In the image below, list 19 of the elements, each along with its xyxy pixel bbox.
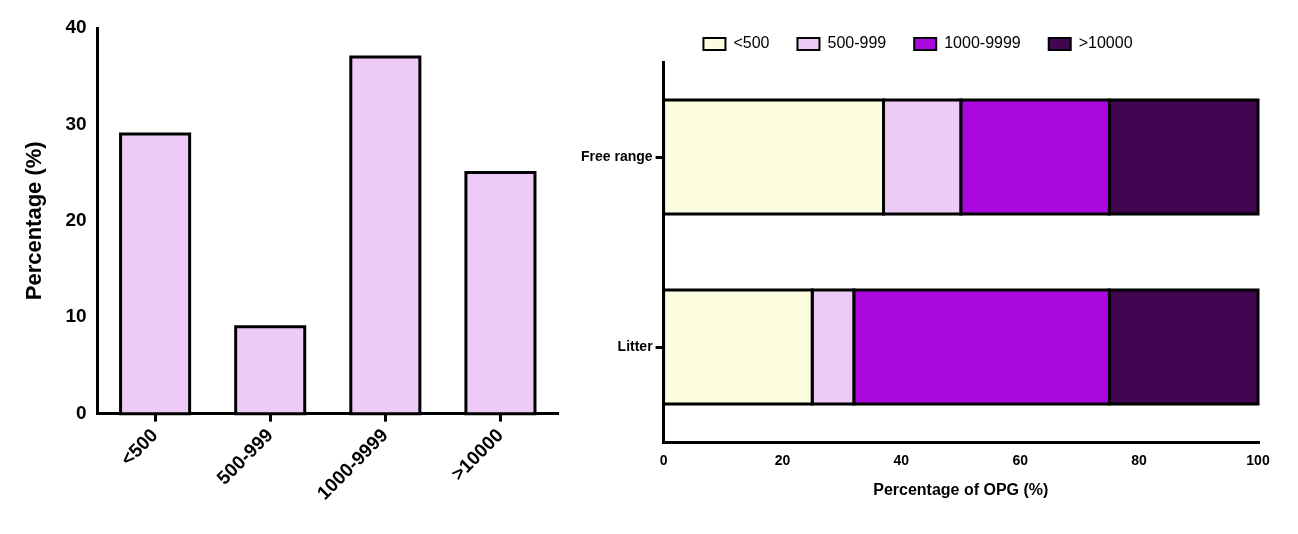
x-tick-label: 0 [659,452,668,469]
y-tick-label: 30 [65,112,87,134]
y-tick-label: 40 [65,16,87,38]
y-tick-label: Litter [617,337,654,354]
x-tick-label: 100 [1246,452,1270,469]
x-tick-label: 20 [774,452,791,469]
legend-label: 1000-9999 [944,34,1021,52]
y-tick-label: 0 [75,401,87,423]
x-tick-label: 60 [1012,452,1029,469]
legend-label: <500 [733,34,770,52]
y-axis-title: Percentage (%) [21,141,47,301]
x-tick-label: 40 [893,452,910,469]
legend-label: >10000 [1078,34,1133,52]
x-axis-title: Percentage of OPG (%) [873,480,1049,498]
x-tick-label: 80 [1131,452,1148,469]
y-tick-label: 20 [65,209,87,231]
legend-label: 500-999 [827,34,887,52]
y-tick-label: 10 [65,305,87,327]
y-tick-label: Free range [580,147,653,164]
